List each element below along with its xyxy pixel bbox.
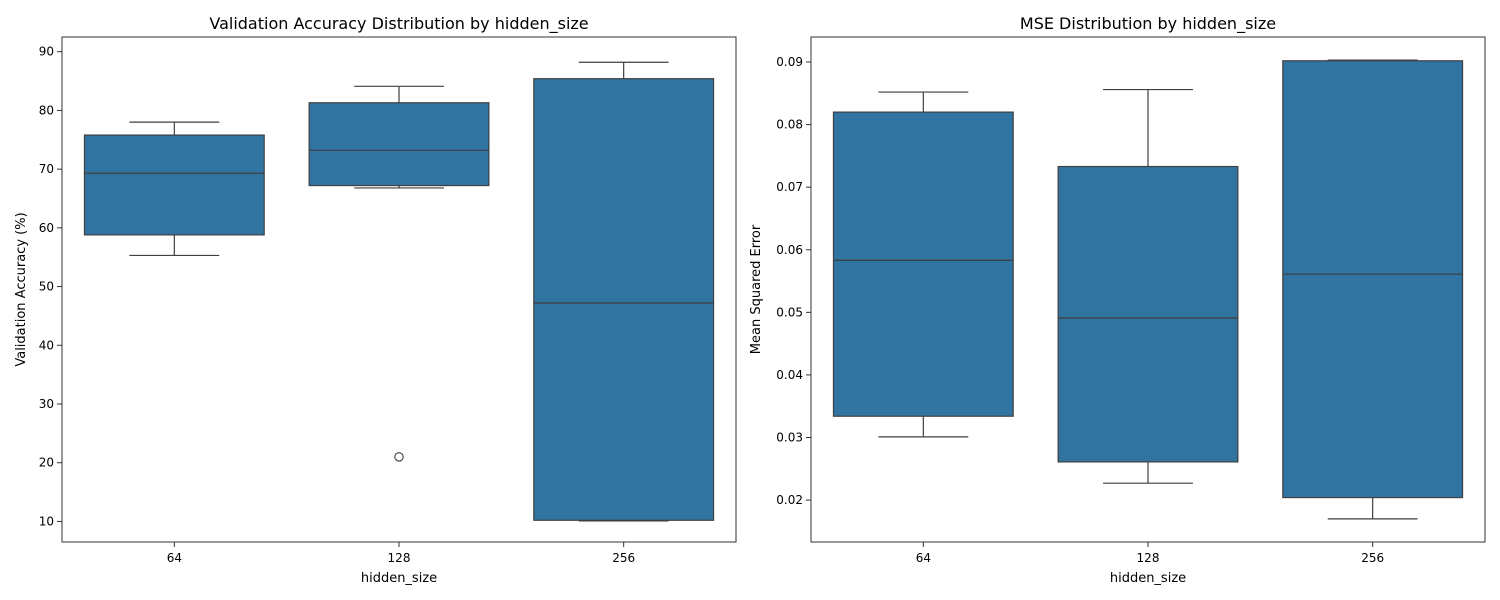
x-axis-label: hidden_size <box>1110 571 1186 586</box>
y-axis: 10 20 30 40 50 60 70 80 90 <box>39 45 62 528</box>
x-tick-label: 64 <box>916 551 931 565</box>
box-group-256 <box>1282 59 1464 520</box>
y-tick-label: 70 <box>39 162 54 176</box>
y-axis-label: Validation Accuracy (%) <box>14 212 29 366</box>
x-tick-label: 128 <box>388 551 411 565</box>
x-tick-label: 128 <box>1137 551 1160 565</box>
chart-marks <box>832 59 1464 520</box>
y-tick-label: 0.09 <box>776 55 803 69</box>
box-group-64 <box>832 91 1014 438</box>
y-tick-label: 0.06 <box>776 243 803 257</box>
accuracy-boxplot-panel: Validation Accuracy Distribution by hidd… <box>14 14 737 586</box>
box-group-128 <box>1057 88 1239 484</box>
box-group-128 <box>308 85 490 462</box>
y-tick-label: 0.08 <box>776 118 803 132</box>
box-group-256 <box>533 61 715 522</box>
y-tick-label: 80 <box>39 103 54 117</box>
y-tick-label: 0.02 <box>776 493 803 507</box>
y-tick-label: 0.07 <box>776 180 803 194</box>
y-tick-label: 0.03 <box>776 430 803 444</box>
y-tick-label: 50 <box>39 280 54 294</box>
chart-title: Validation Accuracy Distribution by hidd… <box>209 14 588 34</box>
x-axis: 64 128 256 <box>916 542 1384 565</box>
box-group-64 <box>83 121 265 257</box>
x-axis-label: hidden_size <box>361 571 437 586</box>
chart-title: MSE Distribution by hidden_size <box>1020 14 1276 34</box>
x-tick-label: 256 <box>1361 551 1384 565</box>
x-axis: 64 128 256 <box>167 542 635 565</box>
x-tick-label: 64 <box>167 551 182 565</box>
iqr-box <box>308 102 490 187</box>
y-tick-label: 40 <box>39 338 54 352</box>
y-tick-label: 0.04 <box>776 368 803 382</box>
y-axis: 0.02 0.03 0.04 0.05 0.06 0.07 0.08 0.09 <box>776 55 811 507</box>
chart-marks <box>83 61 715 522</box>
y-tick-label: 20 <box>39 456 54 470</box>
iqr-box <box>83 134 265 236</box>
iqr-box <box>1282 60 1464 499</box>
y-tick-label: 0.05 <box>776 305 803 319</box>
iqr-box <box>1057 165 1239 463</box>
y-tick-label: 30 <box>39 397 54 411</box>
y-tick-label: 60 <box>39 221 54 235</box>
y-tick-label: 10 <box>39 514 54 528</box>
y-tick-label: 90 <box>39 45 54 59</box>
mse-boxplot-panel: MSE Distribution by hidden_size 0.02 0.03… <box>749 14 1486 586</box>
iqr-box <box>533 78 715 521</box>
y-axis-label: Mean Squared Error <box>749 224 764 354</box>
iqr-box <box>832 111 1014 417</box>
x-tick-label: 256 <box>612 551 635 565</box>
outlier-point <box>394 452 404 462</box>
